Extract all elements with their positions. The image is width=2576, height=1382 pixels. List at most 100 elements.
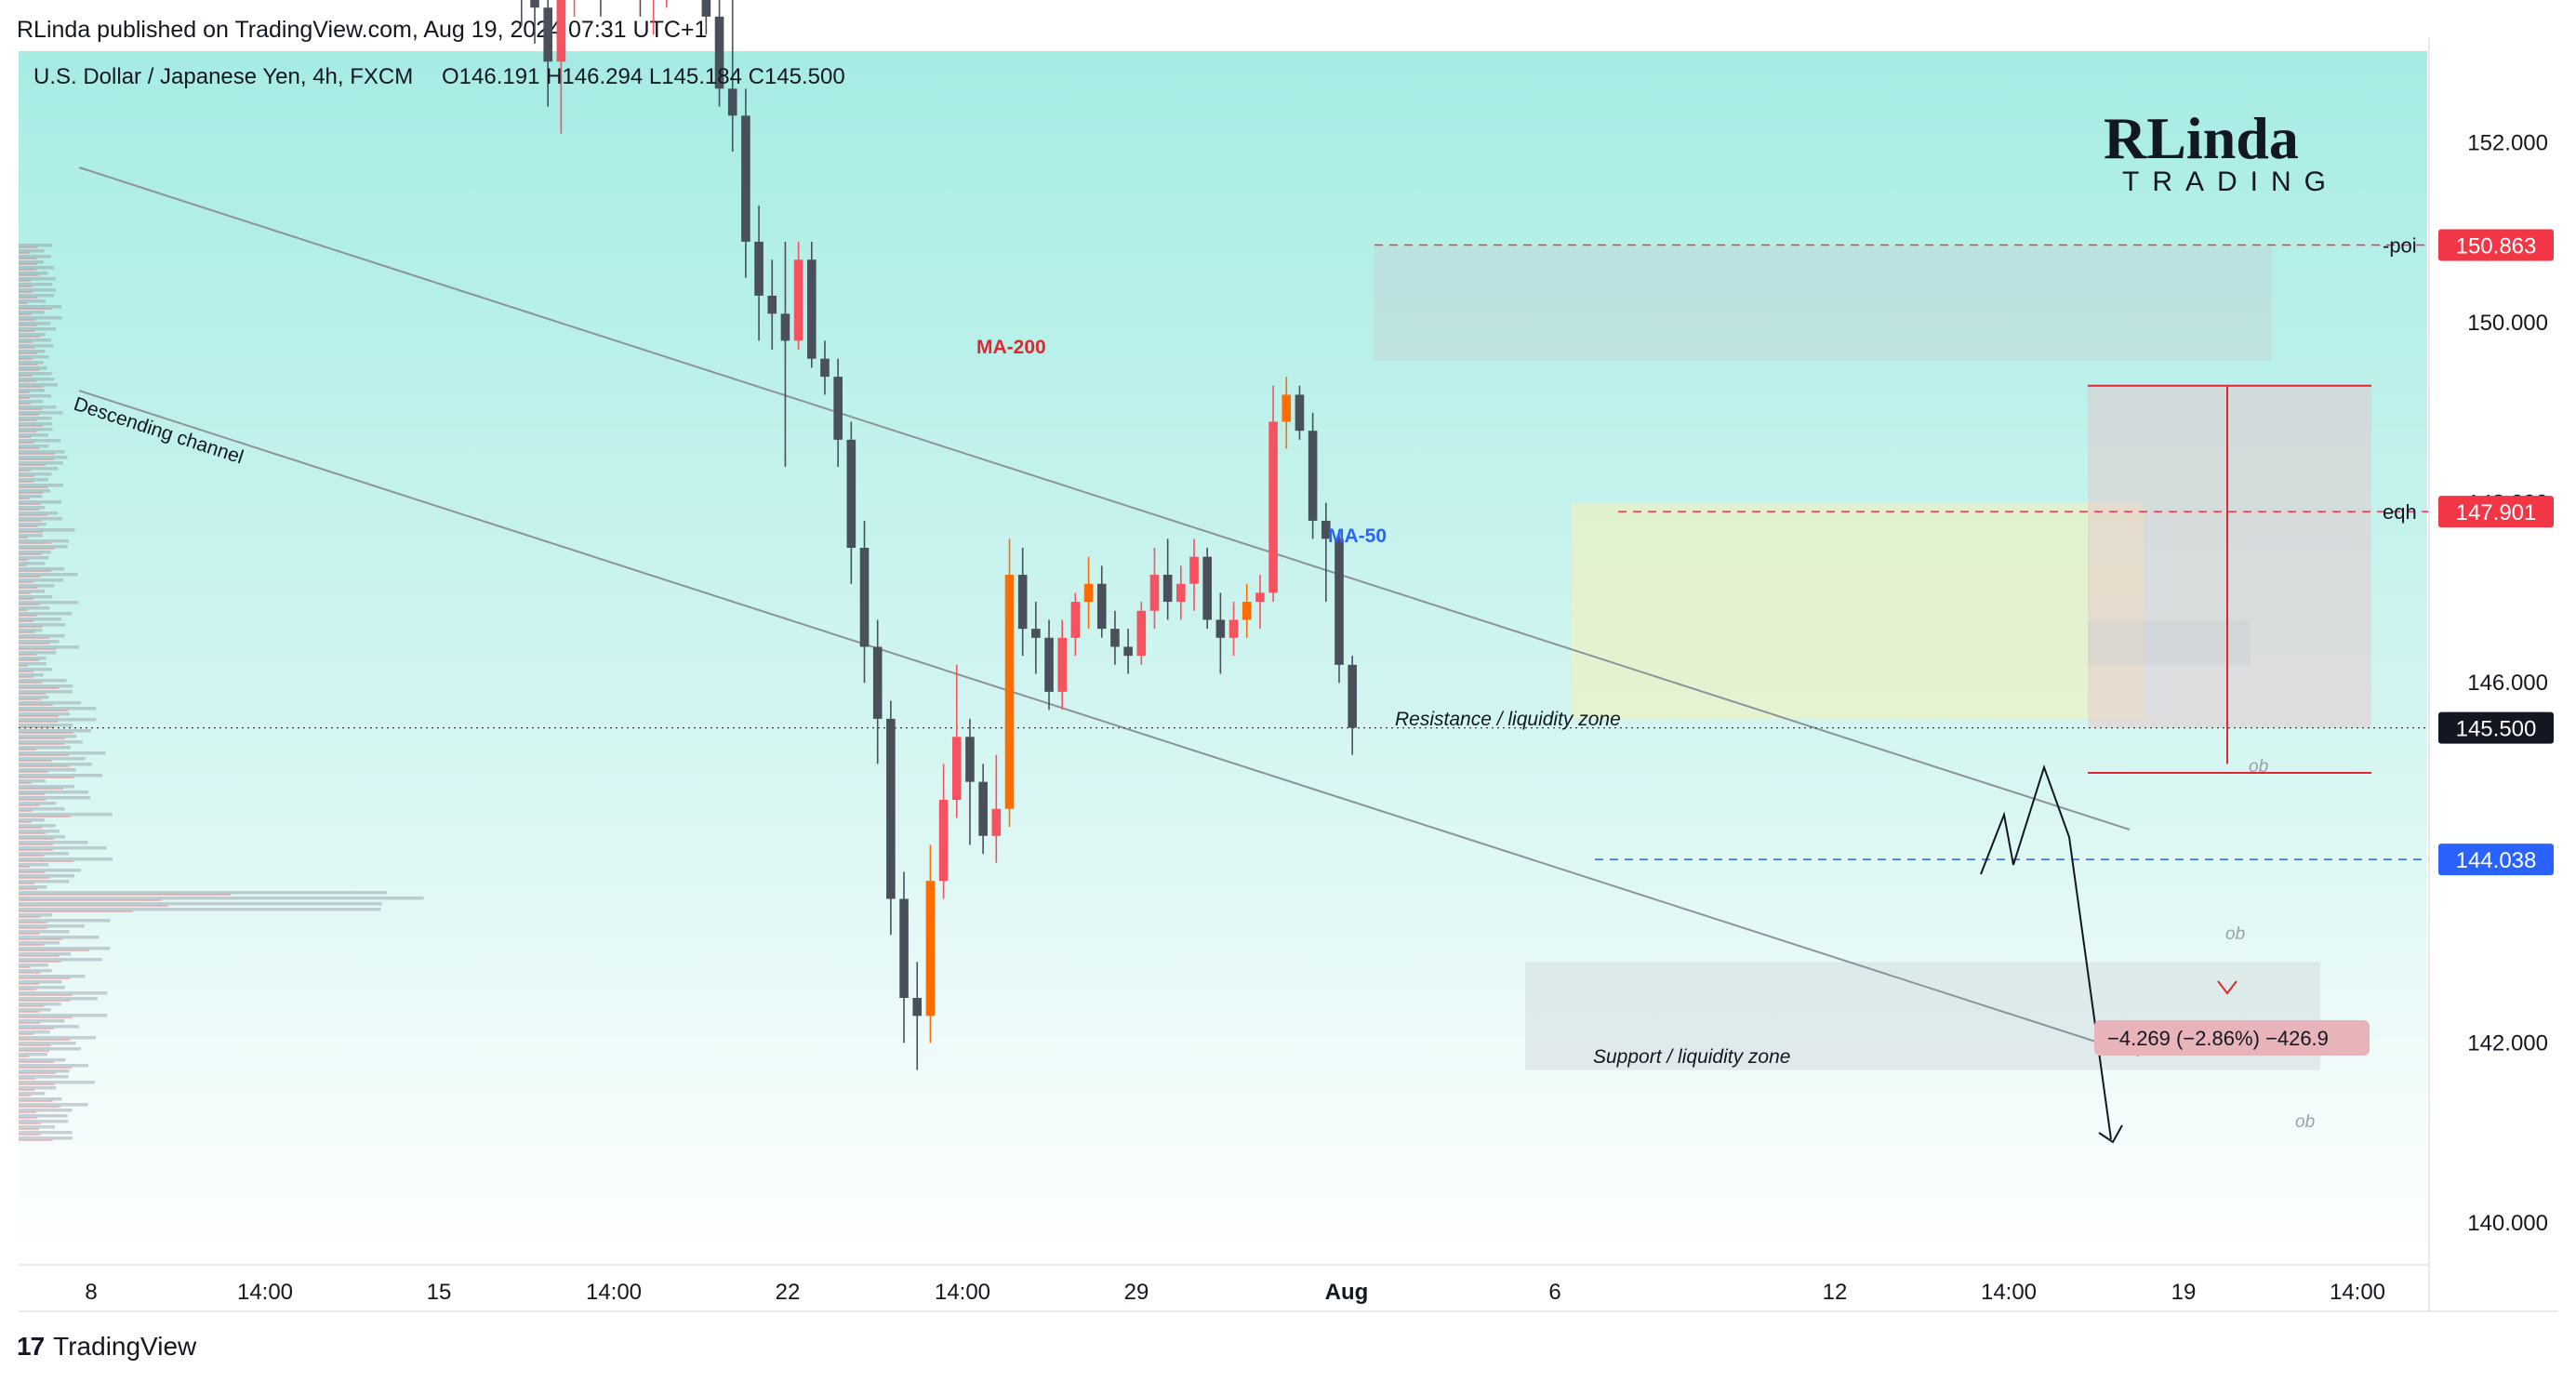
- volume-profile-bar: [19, 782, 32, 784]
- volume-profile-bar: [19, 1072, 56, 1074]
- volume-profile-bar: [19, 687, 60, 689]
- volume-profile-bar: [19, 556, 49, 560]
- x-tick-label: 14:00: [935, 1280, 990, 1305]
- volume-profile-bar: [19, 1097, 62, 1101]
- volume-profile-bar: [19, 542, 52, 544]
- volume-profile-bar: [19, 417, 52, 420]
- volume-profile-bar: [19, 559, 29, 561]
- volume-profile-bar: [19, 908, 381, 911]
- volume-profile-bar: [19, 983, 40, 985]
- volume-profile-bar: [19, 857, 113, 861]
- volume-profile-bar: [19, 1106, 61, 1108]
- candle-body: [727, 88, 737, 116]
- candle-body: [793, 259, 803, 341]
- candle-body: [1149, 575, 1160, 611]
- volume-profile-bar: [19, 1111, 36, 1113]
- volume-profile-bar: [19, 489, 51, 493]
- volume-profile-bar: [19, 313, 33, 315]
- volume-profile-bar: [19, 816, 72, 817]
- volume-profile-bar: [19, 902, 382, 906]
- volume-profile-bar: [19, 484, 63, 487]
- resistance-label: Resistance / liquidity zone: [1395, 709, 1621, 730]
- volume-profile-bar: [19, 472, 52, 476]
- volume-profile-bar: [19, 969, 52, 973]
- volume-profile-bar: [19, 977, 71, 979]
- volume-profile-bar: [19, 846, 107, 850]
- volume-profile-bar: [19, 1117, 37, 1119]
- volume-profile-bar: [19, 659, 39, 661]
- volume-profile-bar: [19, 746, 71, 750]
- volume-profile-bar: [19, 442, 34, 444]
- volume-profile-bar: [19, 1075, 69, 1079]
- volume-profile-bar: [19, 696, 49, 699]
- volume-profile-bar: [19, 358, 33, 360]
- volume-profile-bar: [19, 475, 34, 477]
- ob-zone-mid: [2088, 619, 2251, 665]
- candle-body: [833, 377, 843, 440]
- candle-body: [1308, 431, 1318, 521]
- candle-body: [1321, 520, 1331, 539]
- volume-profile-bar: [19, 355, 49, 359]
- volume-profile-bar: [19, 754, 70, 756]
- volume-profile-bar: [19, 1008, 51, 1012]
- x-tick-label: 6: [1548, 1280, 1560, 1305]
- candle-body: [1070, 602, 1081, 638]
- volume-profile-bar: [19, 620, 34, 622]
- channel-upper-line: [78, 166, 2131, 831]
- price-label-box: [2438, 844, 2554, 876]
- volume-profile-bar: [19, 1131, 73, 1135]
- volume-profile-bar: [19, 855, 45, 857]
- volume-profile-bar: [19, 361, 44, 365]
- tradingview-logo-icon: 17: [17, 1332, 45, 1361]
- volume-profile-bar: [19, 735, 77, 738]
- volume-profile-bar: [19, 866, 31, 868]
- volume-profile-bar: [19, 941, 60, 945]
- volume-profile-bar: [19, 673, 44, 677]
- volume-profile-bar: [19, 950, 90, 951]
- volume-profile-bar: [19, 966, 31, 968]
- candle-body: [1017, 575, 1028, 630]
- candle-body: [978, 781, 988, 836]
- volume-profile-bar: [19, 690, 73, 694]
- logo-wordmark: RLinda: [2104, 105, 2299, 171]
- candle-body: [741, 115, 750, 242]
- candle-body: [1268, 421, 1278, 593]
- volume-profile-bar: [19, 400, 44, 404]
- volume-profile-bar: [19, 486, 49, 488]
- volume-profile-bar: [19, 609, 29, 611]
- volume-profile-bar: [19, 738, 65, 739]
- volume-profile-bar: [19, 299, 46, 303]
- ma50-label: MA-50: [1328, 525, 1387, 547]
- volume-profile-bar: [19, 997, 98, 1001]
- candle-body: [1242, 602, 1252, 620]
- volume-profile-bar: [19, 651, 57, 655]
- volume-profile-bar: [19, 860, 74, 862]
- volume-profile-bar: [19, 838, 54, 840]
- volume-profile-bar: [19, 302, 28, 304]
- candle-body: [714, 16, 724, 89]
- volume-profile-bar: [19, 1025, 79, 1029]
- volume-profile-bar: [19, 827, 43, 829]
- ob-label-lower: ob: [2295, 1112, 2315, 1132]
- volume-profile-bar: [19, 445, 49, 448]
- volume-profile-bar: [19, 640, 60, 644]
- volume-profile-bar: [19, 631, 35, 633]
- volume-profile-bar: [19, 693, 46, 695]
- volume-profile-bar: [19, 963, 48, 967]
- volume-profile-bar: [19, 1033, 34, 1035]
- x-tick-label: 14:00: [586, 1280, 642, 1305]
- volume-profile-bar: [19, 537, 28, 538]
- volume-profile-bar: [19, 612, 72, 616]
- volume-profile-bar: [19, 936, 100, 939]
- volume-profile-bar: [19, 718, 97, 722]
- volume-profile-bar: [19, 933, 40, 935]
- volume-profile-bar: [19, 595, 53, 599]
- volume-profile-bar: [19, 916, 41, 918]
- volume-profile-bar: [19, 643, 50, 644]
- volume-profile-bar: [19, 403, 32, 405]
- volume-profile-bar: [19, 883, 34, 884]
- candle-body: [1110, 629, 1120, 647]
- volume-profile-bar: [19, 841, 88, 844]
- volume-profile-bar: [19, 339, 52, 342]
